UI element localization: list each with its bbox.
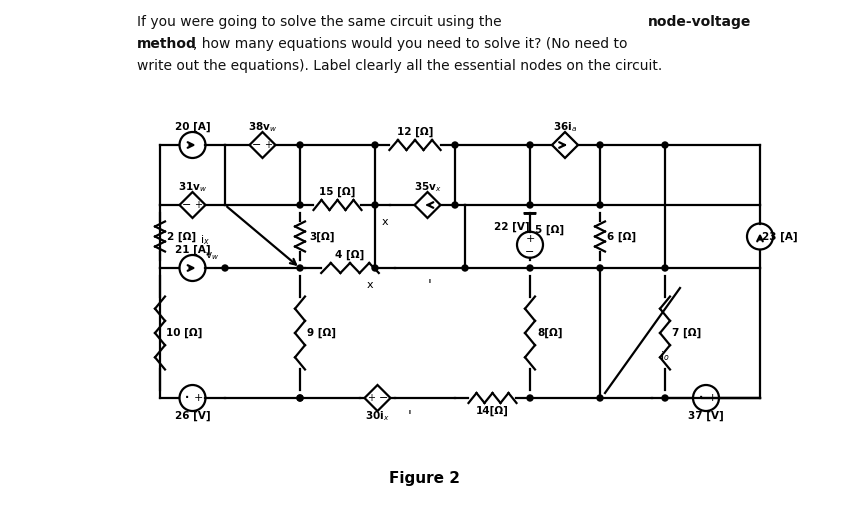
Text: −: − xyxy=(252,140,261,150)
Text: i$_x$: i$_x$ xyxy=(200,233,210,247)
Text: ·: · xyxy=(698,388,704,408)
Text: Figure 2: Figure 2 xyxy=(389,471,461,485)
Text: 4 [Ω]: 4 [Ω] xyxy=(336,250,365,260)
Text: 36i$_a$: 36i$_a$ xyxy=(553,120,577,134)
Circle shape xyxy=(297,202,303,208)
Circle shape xyxy=(372,142,378,148)
Text: 6 [Ω]: 6 [Ω] xyxy=(608,231,637,241)
Text: 38v$_w$: 38v$_w$ xyxy=(248,120,277,134)
Text: i$_o$: i$_o$ xyxy=(660,349,670,363)
Circle shape xyxy=(662,265,668,271)
Circle shape xyxy=(527,142,533,148)
Text: 30i$_x$: 30i$_x$ xyxy=(366,409,390,423)
Text: −: − xyxy=(182,200,191,210)
Text: 22 [V]: 22 [V] xyxy=(494,222,530,232)
Text: x: x xyxy=(366,280,373,290)
Circle shape xyxy=(597,202,603,208)
Text: 10 [Ω]: 10 [Ω] xyxy=(166,328,202,338)
Circle shape xyxy=(662,395,668,401)
Circle shape xyxy=(597,142,603,148)
Text: 15 [Ω]: 15 [Ω] xyxy=(320,187,355,197)
Circle shape xyxy=(662,142,668,148)
Text: 31v$_w$: 31v$_w$ xyxy=(178,180,207,194)
Text: ·: · xyxy=(184,388,190,408)
Text: node-voltage: node-voltage xyxy=(648,15,751,29)
Text: 3[Ω]: 3[Ω] xyxy=(309,231,335,241)
Text: 9 [Ω]: 9 [Ω] xyxy=(308,328,337,338)
Circle shape xyxy=(297,395,303,401)
Text: write out the equations). Label clearly all the essential nodes on the circuit.: write out the equations). Label clearly … xyxy=(137,59,662,73)
Text: 8[Ω]: 8[Ω] xyxy=(537,328,563,338)
Circle shape xyxy=(527,202,533,208)
Text: +: + xyxy=(194,393,203,403)
Text: 23 [A]: 23 [A] xyxy=(762,231,798,241)
Circle shape xyxy=(372,202,378,208)
Text: 26 [V]: 26 [V] xyxy=(175,411,210,421)
Text: 21 [A]: 21 [A] xyxy=(175,245,210,255)
Circle shape xyxy=(597,265,603,271)
Text: 12 [Ω]: 12 [Ω] xyxy=(397,127,434,137)
Text: 14[Ω]: 14[Ω] xyxy=(476,406,509,416)
Text: 7 [Ω]: 7 [Ω] xyxy=(672,328,701,338)
Text: method: method xyxy=(137,37,197,51)
Circle shape xyxy=(297,142,303,148)
Text: 37 [V]: 37 [V] xyxy=(688,411,724,421)
Circle shape xyxy=(297,265,303,271)
Circle shape xyxy=(372,265,378,271)
Text: +: + xyxy=(367,393,376,403)
Text: −: − xyxy=(525,247,535,257)
Text: ': ' xyxy=(428,278,432,292)
Text: If you were going to solve the same circuit using the: If you were going to solve the same circ… xyxy=(137,15,506,29)
Circle shape xyxy=(462,265,468,271)
Text: ': ' xyxy=(408,409,412,423)
Text: , how many equations would you need to solve it? (No need to: , how many equations would you need to s… xyxy=(193,37,627,51)
Text: 2 [Ω]: 2 [Ω] xyxy=(167,231,196,241)
Text: 35v$_x$: 35v$_x$ xyxy=(414,180,441,194)
Circle shape xyxy=(597,395,603,401)
Circle shape xyxy=(222,265,228,271)
Text: +: + xyxy=(264,140,273,150)
Text: x: x xyxy=(382,217,388,227)
Text: +: + xyxy=(525,234,535,244)
Circle shape xyxy=(297,395,303,401)
Text: +: + xyxy=(707,393,717,403)
Text: v$_w$: v$_w$ xyxy=(206,250,219,262)
Text: 5 [Ω]: 5 [Ω] xyxy=(536,225,564,235)
Text: −: − xyxy=(379,393,388,403)
Circle shape xyxy=(452,202,458,208)
Circle shape xyxy=(527,265,533,271)
Circle shape xyxy=(452,142,458,148)
Text: +: + xyxy=(195,200,202,210)
Text: 20 [A]: 20 [A] xyxy=(175,122,210,132)
Circle shape xyxy=(527,395,533,401)
